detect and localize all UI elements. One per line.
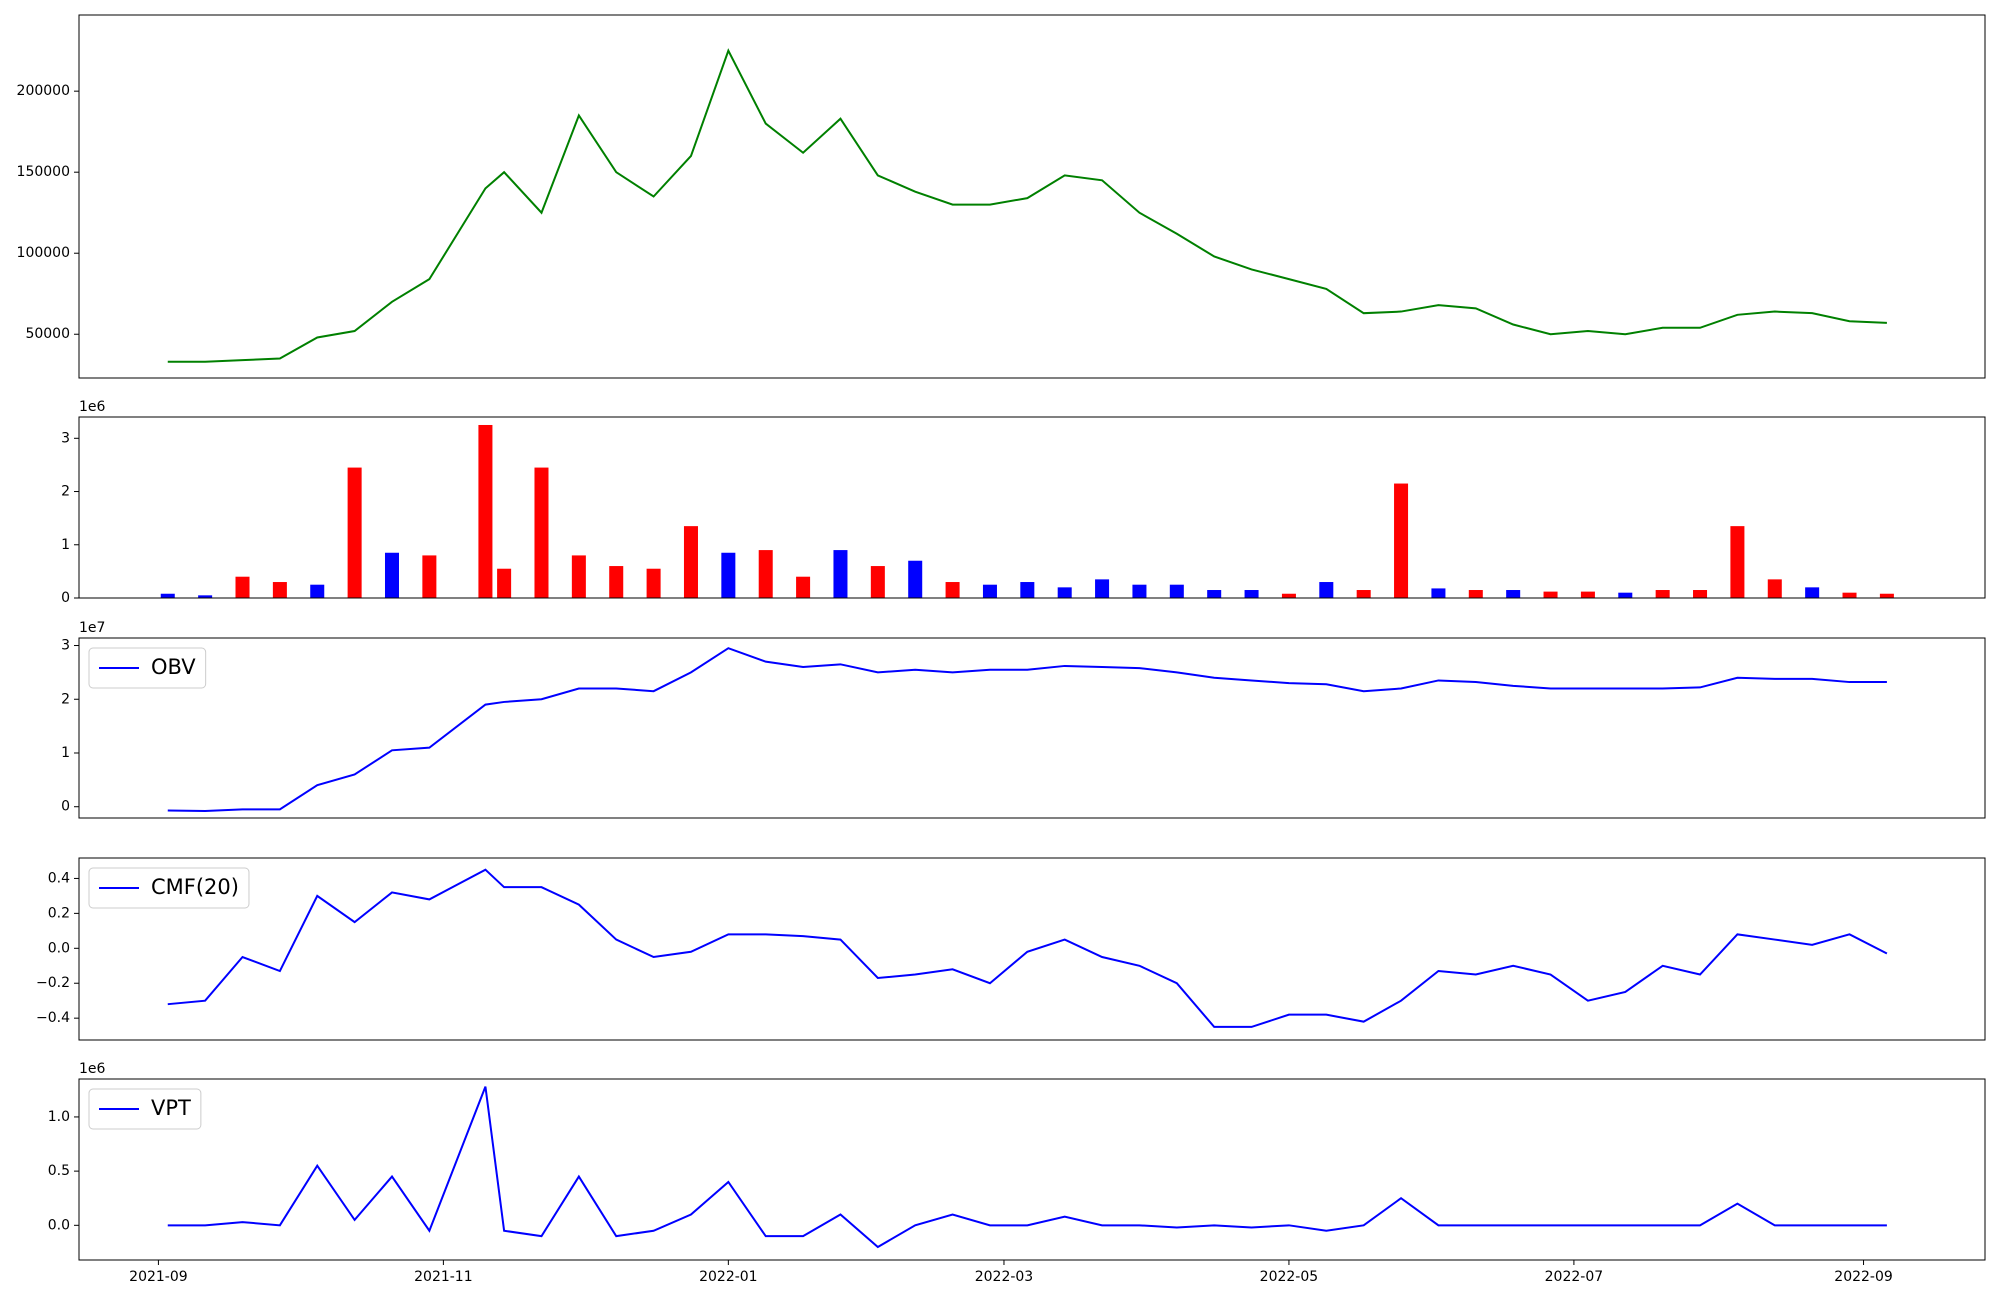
bar <box>534 467 549 598</box>
bar <box>1207 590 1222 598</box>
bar <box>1730 526 1745 598</box>
bar <box>1580 591 1595 598</box>
bar <box>1805 587 1820 598</box>
x-tick-label: 2022-09 <box>1834 1269 1893 1285</box>
y-tick-label: 0 <box>61 590 70 606</box>
bar <box>870 566 885 598</box>
bar <box>1319 582 1334 598</box>
x-tick-label: 2022-05 <box>1260 1269 1319 1285</box>
legend-box <box>88 647 207 689</box>
bar <box>1169 584 1184 598</box>
bar <box>160 593 175 598</box>
x-tick-label: 2021-11 <box>414 1269 473 1285</box>
x-tick-label: 2022-03 <box>975 1269 1034 1285</box>
bar <box>272 582 287 598</box>
bar <box>1394 483 1409 598</box>
plot-frame <box>78 416 1986 599</box>
y-tick-label: 0.5 <box>48 1163 70 1179</box>
y-tick-label: 1 <box>61 537 70 553</box>
bar <box>1468 590 1483 598</box>
bar <box>646 568 661 598</box>
x-tick-label: 2022-07 <box>1545 1269 1604 1285</box>
line <box>167 48 1887 363</box>
bar <box>235 576 250 598</box>
bar <box>1655 590 1670 598</box>
bar <box>1431 588 1446 598</box>
bar <box>1767 579 1782 598</box>
bar <box>1020 582 1035 598</box>
bar <box>1879 593 1894 598</box>
bar <box>721 552 736 598</box>
axis-offset-label: 1e7 <box>79 620 105 636</box>
bar <box>571 555 586 598</box>
axis-offset-label: 1e6 <box>79 399 106 415</box>
bar <box>683 526 698 598</box>
y-tick-label: 0 <box>61 799 70 815</box>
x-tick-label: 2021-09 <box>129 1269 188 1285</box>
bar <box>796 576 811 598</box>
y-tick-label: 3 <box>61 430 70 446</box>
line <box>167 868 1888 1028</box>
axis-offset-label: 1e6 <box>79 1061 106 1077</box>
line <box>167 647 1887 813</box>
y-tick-label: 0.2 <box>48 905 70 921</box>
bar <box>1244 590 1259 598</box>
bar <box>478 424 493 598</box>
y-tick-label: 1.0 <box>48 1109 70 1125</box>
y-tick-label: 0.0 <box>48 1217 70 1233</box>
legend-label: VPT <box>151 1096 191 1120</box>
y-tick-label: −0.2 <box>36 975 70 991</box>
plot-frame <box>78 857 1986 1041</box>
legend-box <box>88 1088 202 1130</box>
plot-frame <box>78 637 1986 819</box>
bar <box>310 584 325 598</box>
legend-box <box>88 867 250 909</box>
bar <box>1693 590 1708 598</box>
bar <box>198 595 213 598</box>
bar <box>422 555 437 598</box>
bar <box>908 560 923 598</box>
bar <box>1543 591 1558 598</box>
bar <box>384 552 400 598</box>
bar <box>1356 590 1371 598</box>
plot-frame <box>78 14 1986 379</box>
bar <box>1618 592 1633 598</box>
bar <box>1132 584 1147 598</box>
bar <box>1281 593 1296 598</box>
y-tick-label: 200000 <box>17 83 70 99</box>
legend-label: CMF(20) <box>151 875 239 899</box>
y-tick-label: 100000 <box>17 245 70 261</box>
bar <box>945 582 960 598</box>
bar <box>833 550 848 598</box>
bar <box>609 566 624 598</box>
bar <box>347 467 362 598</box>
y-tick-label: 150000 <box>17 164 70 180</box>
y-tick-label: 0.0 <box>48 940 70 956</box>
plot-frame <box>78 1078 1986 1261</box>
bar <box>1842 592 1857 598</box>
y-tick-label: 2 <box>61 691 70 707</box>
y-tick-label: 3 <box>61 638 70 654</box>
x-tick-label: 2022-01 <box>699 1269 758 1285</box>
y-tick-label: 50000 <box>25 326 70 342</box>
bar <box>1506 590 1521 598</box>
bar <box>982 584 997 598</box>
y-tick-label: 1 <box>61 745 70 761</box>
line <box>167 1086 1887 1249</box>
bar <box>1057 587 1072 598</box>
bar <box>1095 579 1110 598</box>
bar <box>758 550 773 598</box>
legend-label: OBV <box>151 655 196 679</box>
y-tick-label: 0.4 <box>48 870 70 886</box>
bar <box>497 568 512 598</box>
y-tick-label: −0.4 <box>36 1010 70 1026</box>
y-tick-label: 2 <box>61 484 70 500</box>
